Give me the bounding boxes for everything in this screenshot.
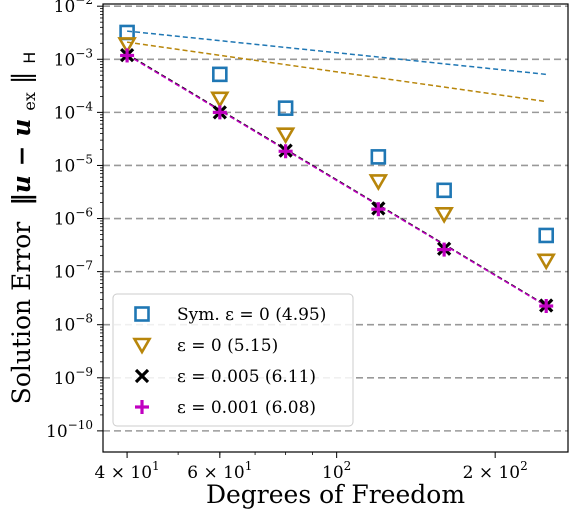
- x-tick-label: 6 × 101: [187, 459, 252, 483]
- data-point-plus: [120, 48, 135, 63]
- y-tick-base: 10: [54, 210, 76, 230]
- y-tick-exponent: −5: [75, 152, 93, 166]
- y-tick-exponent: −3: [75, 46, 93, 60]
- y-tick-label: 10−7: [54, 259, 93, 283]
- fit-line: [126, 54, 547, 307]
- y-tick-exponent: −2: [75, 0, 93, 7]
- data-point-plus: [278, 144, 293, 159]
- x-tick-base: 10: [322, 463, 344, 483]
- legend-marker-square: [134, 306, 150, 322]
- legend-label: ε = 0.005 (6.11): [177, 367, 316, 387]
- data-point-square: [436, 182, 452, 199]
- data-point-square: [370, 149, 387, 165]
- y-tick-base: 10: [54, 369, 76, 389]
- data-point-plus: [212, 105, 227, 120]
- data-point-square: [277, 100, 294, 116]
- y-axis-label-math: ‖u − u: [7, 119, 36, 206]
- y-axis-label: Solution Error ‖u − u ex ‖ H: [7, 52, 41, 405]
- x-tick-label: 2 × 102: [463, 459, 528, 483]
- y-tick-label: 10−8: [54, 312, 93, 336]
- y-tick-exponent: −10: [68, 418, 93, 432]
- data-point-triangle-down: [117, 37, 137, 55]
- data-point-plus: [437, 242, 452, 257]
- y-tick-base: 10: [54, 263, 76, 283]
- x-tick-exponent: 1: [152, 459, 160, 473]
- y-tick-exponent: −4: [75, 99, 93, 113]
- data-point-square: [119, 24, 135, 41]
- legend-label: ε = 0.001 (6.08): [177, 398, 316, 418]
- data-point-square: [212, 66, 228, 83]
- y-tick-label: 10−4: [54, 99, 94, 123]
- y-tick-label: 10−5: [54, 152, 93, 176]
- x-tick-exponent: 1: [245, 459, 253, 473]
- data-point-triangle-down: [210, 91, 230, 109]
- y-tick-label: 10−9: [54, 365, 93, 389]
- y-tick-exponent: −6: [75, 206, 93, 220]
- legend-marker-plus: [135, 400, 149, 414]
- y-tick-label: 10−6: [54, 206, 93, 230]
- x-tick-exponent: 2: [344, 459, 352, 473]
- data-point-triangle-down: [275, 127, 296, 145]
- y-axis-label-tail: ‖: [7, 72, 37, 85]
- x-tick-label: 102: [322, 459, 351, 483]
- y-axis-label-sub: ex: [20, 92, 39, 111]
- y-tick-exponent: −7: [75, 259, 93, 273]
- legend: Sym. ε = 0 (4.95) ε = 0 (5.15) ε = 0.005 (…: [112, 293, 354, 427]
- fit-lines: [126, 30, 547, 307]
- y-tick-base: 10: [46, 422, 68, 442]
- plot-frame: [102, 3, 569, 453]
- x-tick-base: 4 × 10: [95, 463, 153, 483]
- y-axis-label-text: Solution Error: [7, 222, 36, 405]
- data-point-square: [538, 227, 555, 244]
- y-tick-base: 10: [54, 103, 76, 123]
- y-tick-exponent: −8: [75, 312, 93, 326]
- y-tick-base: 10: [54, 50, 76, 70]
- y-tick-base: 10: [54, 0, 76, 17]
- legend-frame: [112, 293, 354, 427]
- legend-label: Sym. ε = 0 (4.95): [177, 305, 326, 325]
- y-tick-label: 10−10: [46, 418, 93, 442]
- data-point-plus: [539, 299, 554, 314]
- y-axis-label-norm: H: [20, 52, 39, 64]
- y-tick-label: 10−2: [54, 0, 93, 17]
- x-tick-exponent: 2: [520, 459, 528, 473]
- y-tick-label: 10−3: [54, 46, 93, 70]
- data-point-triangle-down: [368, 174, 389, 192]
- y-tick-base: 10: [54, 156, 76, 176]
- y-tick-base: 10: [54, 316, 76, 336]
- data-point-triangle-down: [536, 253, 556, 271]
- data-markers: [117, 24, 556, 314]
- x-tick-label: 4 × 101: [95, 459, 160, 483]
- legend-label: ε = 0 (5.15): [177, 336, 278, 356]
- y-tick-exponent: −9: [75, 365, 93, 379]
- x-tick-base: 6 × 10: [187, 463, 245, 483]
- x-tick-base: 2 × 10: [463, 463, 521, 483]
- x-axis-label: Degrees of Freedom: [206, 480, 465, 509]
- data-point-plus: [371, 202, 386, 217]
- fit-line: [127, 30, 547, 76]
- fit-line: [126, 41, 547, 103]
- data-point-triangle-down: [434, 207, 454, 224]
- legend-marker-triangle-down: [132, 337, 152, 355]
- legend-marker-x: [134, 368, 150, 384]
